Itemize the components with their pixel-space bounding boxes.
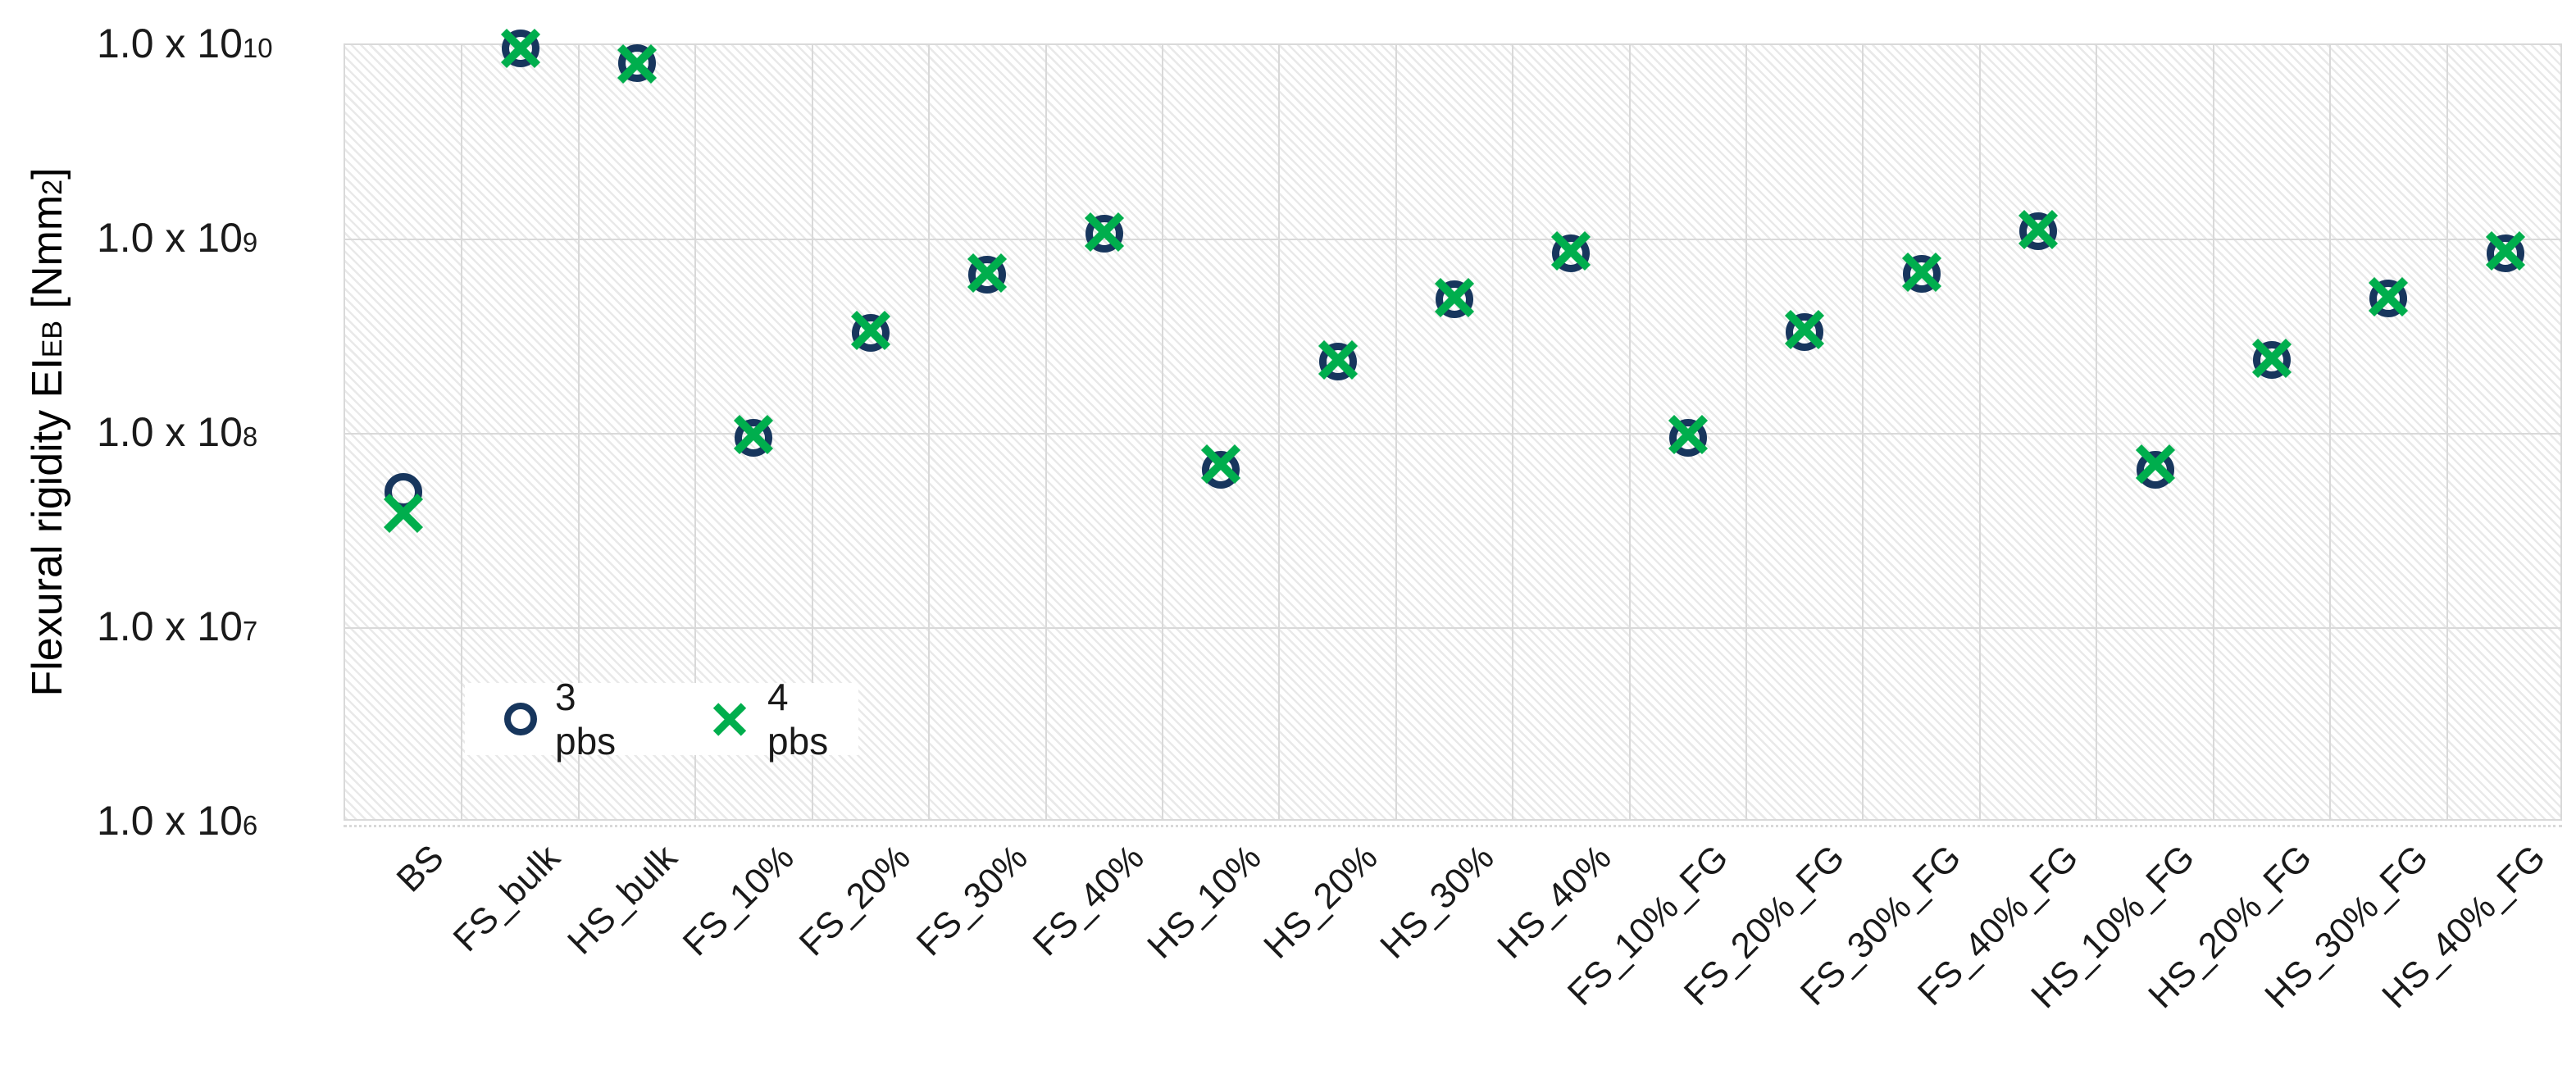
legend-label-3pbs: 3 pbs xyxy=(555,676,617,763)
marker-4pbs-FS_30% xyxy=(963,249,1011,297)
marker-3pbs-HS_30%_FG xyxy=(2369,280,2408,318)
y-tick-label-1e10: 1.0 x 1010 xyxy=(97,20,273,66)
x-label-BS: BS xyxy=(389,837,452,900)
marker-3pbs-FS_30%_FG xyxy=(1902,254,1941,293)
vertical-gridline xyxy=(1628,45,1631,819)
marker-4pbs-HS_30%_FG xyxy=(2364,273,2412,321)
marker-3pbs-FS_20%_FG xyxy=(1786,312,1824,351)
marker-4pbs-HS_bulk xyxy=(613,40,661,88)
legend-entry-3pbs: 3 pbs xyxy=(504,675,646,763)
marker-3pbs-HS_20%_FG xyxy=(2252,340,2291,379)
x-label-FS_20%: FS_20% xyxy=(791,837,918,964)
marker-4pbs-FS_40%_FG xyxy=(2014,206,2062,253)
marker-4pbs-HS_30% xyxy=(1431,274,1478,321)
vertical-gridline xyxy=(1278,45,1281,819)
y-tick-label-1e7: 1.0 x 107 xyxy=(97,603,258,649)
x-label-FS_30%: FS_30% xyxy=(908,837,1035,964)
marker-3pbs-HS_20% xyxy=(1318,343,1357,381)
marker-3pbs-HS_40%_FG xyxy=(2486,234,2524,272)
vertical-gridline xyxy=(2212,45,2214,819)
x-label-FS_40%: FS_40% xyxy=(1025,837,1152,964)
marker-4pbs-HS_10%_FG xyxy=(2132,440,2179,488)
vertical-gridline xyxy=(1512,45,1514,819)
y-axis-title: Flexural rigidity EIEB [Nmm2] xyxy=(24,167,71,697)
legend-label-4pbs: 4 pbs xyxy=(767,676,829,763)
marker-4pbs-FS_bulk xyxy=(497,25,544,72)
horizontal-gridline xyxy=(345,433,2560,435)
vertical-gridline xyxy=(1978,45,1981,819)
marker-4pbs-FS_20%_FG xyxy=(1781,306,1828,353)
marker-4pbs-FS_20% xyxy=(847,307,894,354)
x-axis-tick-dots xyxy=(344,825,2562,827)
x-label-FS_10%: FS_10% xyxy=(675,837,802,964)
marker-3pbs-FS_10% xyxy=(735,419,773,458)
marker-4pbs-HS_10% xyxy=(1197,440,1245,488)
circle-marker-icon xyxy=(504,703,537,735)
x-label-HS_20%: HS_20% xyxy=(1256,837,1386,967)
vertical-gridline xyxy=(577,45,580,819)
x-marker-icon xyxy=(710,699,749,739)
marker-4pbs-FS_10%_FG xyxy=(1664,411,1712,458)
y-tick-label-1e9: 1.0 x 109 xyxy=(97,215,258,261)
x-label-HS_30%: HS_30% xyxy=(1372,837,1502,967)
marker-3pbs-FS_30% xyxy=(968,255,1007,294)
legend: 3 pbs 4 pbs xyxy=(465,676,858,763)
marker-4pbs-HS_20%_FG xyxy=(2248,335,2296,382)
marker-3pbs-HS_10% xyxy=(1202,451,1240,489)
vertical-gridline xyxy=(1161,45,1163,819)
marker-3pbs-HS_bulk xyxy=(618,43,657,82)
x-label-FS_bulk: FS_bulk xyxy=(445,837,568,960)
marker-3pbs-HS_30% xyxy=(1436,280,1473,319)
marker-4pbs-FS_40% xyxy=(1081,208,1128,256)
x-label-HS_bulk: HS_bulk xyxy=(559,837,685,963)
horizontal-gridline xyxy=(345,627,2560,629)
vertical-gridline xyxy=(2329,45,2332,819)
vertical-gridline xyxy=(1862,45,1864,819)
marker-4pbs-HS_40%_FG xyxy=(2482,227,2529,275)
marker-4pbs-HS_20% xyxy=(1314,336,1362,384)
marker-4pbs-HS_40% xyxy=(1547,227,1595,275)
vertical-gridline xyxy=(2446,45,2448,819)
marker-3pbs-FS_10%_FG xyxy=(1668,419,1707,458)
vertical-gridline xyxy=(928,45,931,819)
marker-3pbs-HS_10%_FG xyxy=(2136,451,2174,489)
vertical-gridline xyxy=(2096,45,2098,819)
vertical-gridline xyxy=(694,45,697,819)
marker-3pbs-FS_20% xyxy=(851,314,890,353)
y-tick-label-1e6: 1.0 x 106 xyxy=(97,798,258,844)
marker-4pbs-FS_10% xyxy=(730,411,777,458)
x-label-HS_10%: HS_10% xyxy=(1139,837,1269,967)
vertical-gridline xyxy=(1745,45,1748,819)
legend-entry-4pbs: 4 pbs xyxy=(710,675,858,763)
vertical-gridline xyxy=(1045,45,1047,819)
marker-4pbs-BS xyxy=(380,489,427,537)
marker-3pbs-FS_bulk xyxy=(501,30,539,68)
marker-4pbs-FS_30%_FG xyxy=(1898,248,1946,296)
horizontal-gridline xyxy=(345,239,2560,240)
marker-3pbs-FS_40% xyxy=(1085,215,1123,253)
marker-3pbs-HS_40% xyxy=(1552,234,1591,272)
vertical-gridline xyxy=(461,45,463,819)
marker-3pbs-FS_40%_FG xyxy=(2019,212,2058,251)
y-tick-label-1e8: 1.0 x 108 xyxy=(97,409,258,455)
vertical-gridline xyxy=(811,45,813,819)
vertical-gridline xyxy=(1395,45,1397,819)
